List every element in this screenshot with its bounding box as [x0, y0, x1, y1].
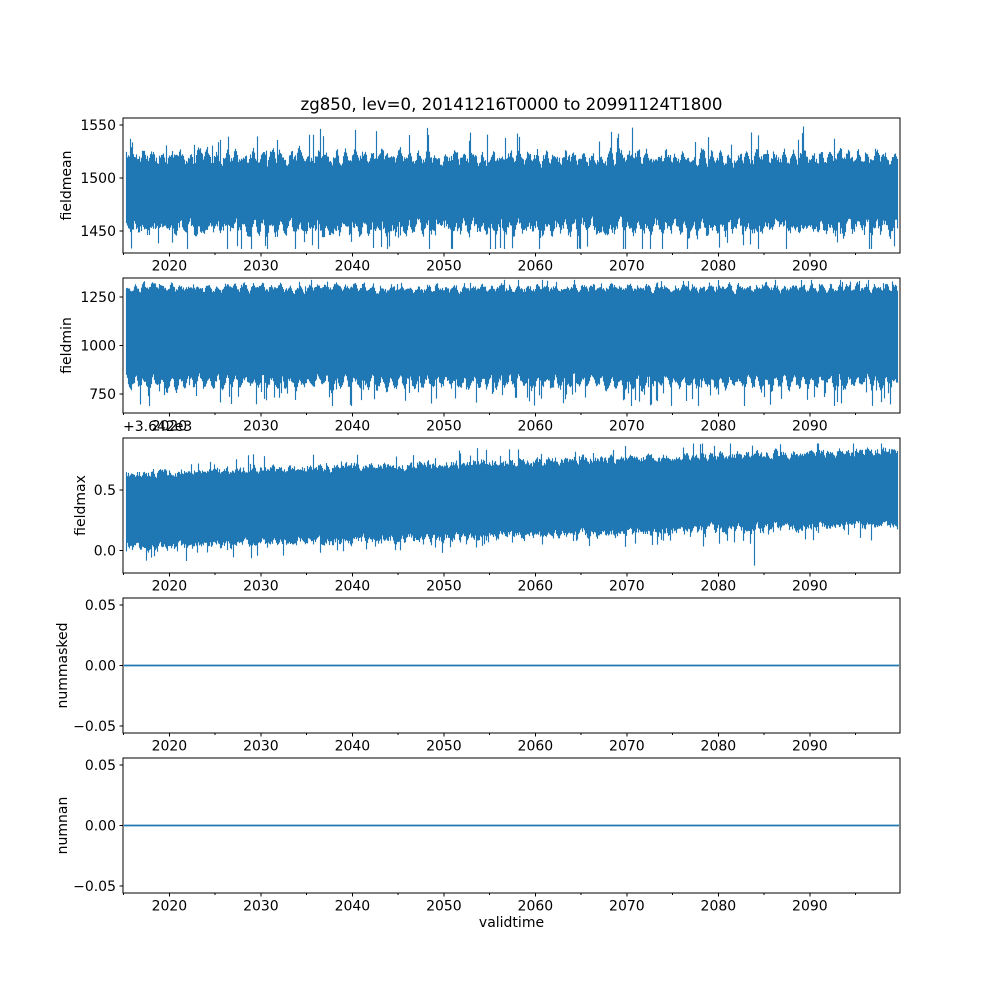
x-tick-label: 2090: [792, 419, 828, 435]
axes-frame-numnan: [119, 757, 901, 897]
x-tick-label: 2050: [426, 419, 462, 435]
axes-frame-nummasked: [119, 597, 901, 737]
x-tick-label: 2070: [609, 419, 645, 435]
x-tick-label: 2040: [335, 739, 371, 755]
x-tick-label: 2040: [335, 899, 371, 915]
subplot-fieldmean: 1450 1500 1550 2020 2030 2040 2050 2060 2070 2080…: [59, 117, 901, 275]
x-tick-label: 2030: [243, 739, 279, 755]
axes-frame-fieldmin: [119, 277, 901, 417]
y-tick-label: 0.00: [85, 818, 116, 834]
x-tick-label: 2040: [335, 579, 371, 595]
axes-frame-fieldmax: [119, 437, 901, 577]
subplot-numnan: −0.05 0.00 0.05 2020 2030 2040 2050 2060 2070 208…: [55, 757, 901, 915]
axes-frame-fieldmean: [119, 117, 901, 257]
y-tick-label: 1500: [80, 171, 116, 187]
x-tick-label: 2060: [518, 899, 554, 915]
y-axis-label: nummasked: [55, 622, 71, 708]
x-tick-label: 2090: [792, 579, 828, 595]
x-tick-label: 2050: [426, 899, 462, 915]
y-tick-label: 1250: [80, 290, 116, 306]
x-tick-label: 2080: [701, 419, 737, 435]
x-tick-label: 2070: [609, 899, 645, 915]
y-axis-label: fieldmax: [73, 475, 89, 536]
x-tick-label: 2060: [518, 259, 554, 275]
x-tick-label: 2080: [701, 579, 737, 595]
x-tick-label: 2090: [792, 899, 828, 915]
x-tick-label: 2030: [243, 419, 279, 435]
y-tick-label: 1000: [80, 338, 116, 354]
x-tick-label: 2030: [243, 899, 279, 915]
y-tick-label: 750: [89, 387, 116, 403]
x-tick-label: 2080: [701, 259, 737, 275]
axes-spines: [122, 437, 901, 574]
x-tick-label: 2050: [426, 259, 462, 275]
subplot-nummasked: −0.05 0.00 0.05 2020 2030 2040 2050 2060 2070 208…: [55, 597, 901, 755]
x-tick-label: 2030: [243, 579, 279, 595]
axes-spines: [122, 117, 901, 254]
y-tick-label: 0.05: [85, 758, 116, 774]
x-tick-label: 2090: [792, 259, 828, 275]
x-tick-label: 2080: [701, 899, 737, 915]
x-tick-label: 2030: [243, 259, 279, 275]
x-tick-label: 2080: [701, 739, 737, 755]
x-tick-label: 2020: [152, 579, 188, 595]
x-axis-label: validtime: [479, 915, 544, 931]
x-tick-label: 2070: [609, 579, 645, 595]
y-tick-label: 0.0: [94, 543, 116, 559]
x-tick-label: 2020: [152, 739, 188, 755]
y-axis-label: fieldmin: [59, 317, 75, 374]
y-tick-label: −0.05: [73, 719, 116, 735]
x-tick-label: 2070: [609, 259, 645, 275]
x-tick-label: 2050: [426, 739, 462, 755]
y-tick-label: 0.00: [85, 658, 116, 674]
y-axis-label: numnan: [55, 797, 71, 855]
figure-title: zg850, lev=0, 20141216T0000 to 20991124T…: [301, 95, 723, 114]
x-tick-label: 2090: [792, 739, 828, 755]
x-tick-label: 2040: [335, 419, 371, 435]
x-tick-label: 2050: [426, 579, 462, 595]
x-tick-label: 2020: [152, 899, 188, 915]
series-noise-band: [125, 126, 899, 249]
y-tick-label: 1550: [80, 118, 116, 134]
x-tick-label: 2060: [518, 419, 554, 435]
x-tick-label: 2020: [152, 259, 188, 275]
subplot-fieldmax: 0.0 0.5 2020 2030 2040 2050 2060 2070 2080 2090 fi…: [73, 419, 901, 595]
x-tick-label: 2020: [152, 419, 188, 435]
y-tick-label: 1450: [80, 224, 116, 240]
y-axis-label: fieldmean: [59, 151, 75, 221]
series-noise-band: [125, 279, 899, 407]
x-tick-label: 2060: [518, 739, 554, 755]
x-tick-label: 2040: [335, 259, 371, 275]
subplot-fieldmin: 750 1000 1250 2020 2030 2040 2050 2060 2070 2080 2…: [59, 277, 901, 435]
y-tick-label: −0.05: [73, 879, 116, 895]
series-noise-band: [125, 443, 899, 566]
y-axis-offset-text: +3.642e3: [123, 419, 192, 435]
x-tick-label: 2070: [609, 739, 645, 755]
y-tick-label: 0.5: [94, 483, 116, 499]
x-tick-label: 2060: [518, 579, 554, 595]
y-tick-label: 0.05: [85, 598, 116, 614]
